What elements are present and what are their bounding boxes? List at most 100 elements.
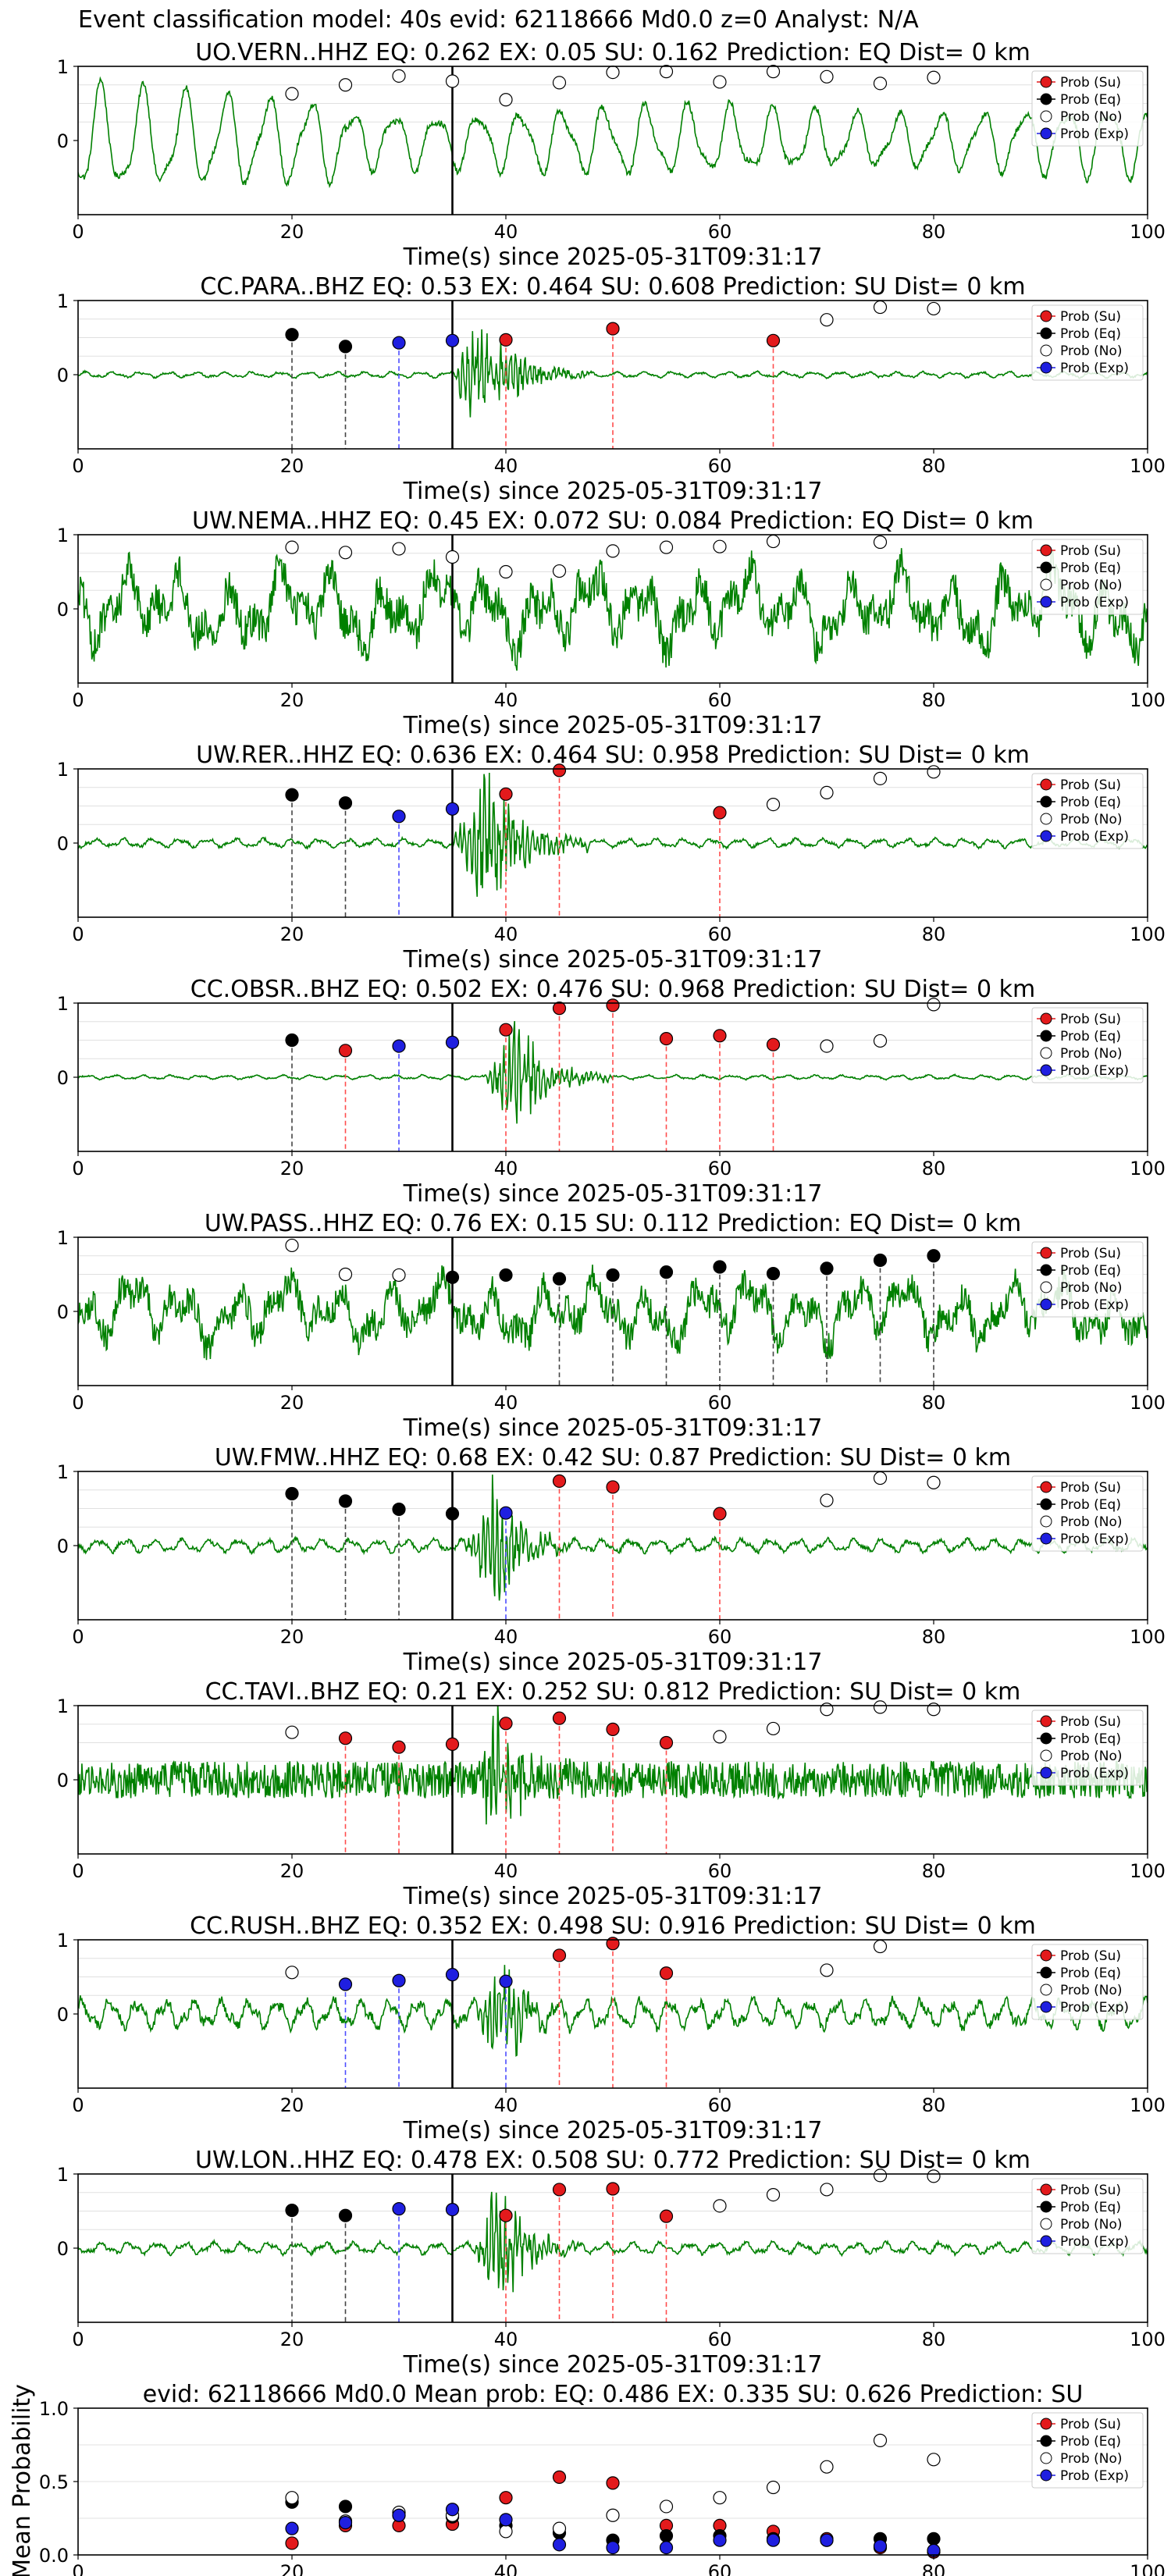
x-tick-label: 100 bbox=[1130, 1392, 1166, 1414]
legend-label-exp: Prob (Exp) bbox=[1060, 1063, 1129, 1079]
x-tick-label: 0 bbox=[72, 689, 84, 711]
x-tick-label: 60 bbox=[708, 1626, 732, 1648]
prob-point-no bbox=[873, 535, 888, 550]
legend-1: Prob (Su)Prob (Eq)Prob (No) Prob (Exp) bbox=[1031, 304, 1144, 381]
prob-point-su bbox=[606, 1722, 620, 1736]
prob-point-su bbox=[606, 2182, 620, 2196]
prob-point-no bbox=[285, 87, 299, 101]
legend-box bbox=[1031, 1007, 1144, 1083]
legend-label-su: Prob (Su) bbox=[1060, 1480, 1121, 1496]
legend-marker-su bbox=[1040, 2183, 1052, 2196]
waveform-trace bbox=[78, 76, 1148, 189]
prob-point-no bbox=[927, 1475, 941, 1489]
y-tick-label: 1 bbox=[57, 1930, 69, 1952]
x-axis-label: Time(s) since 2025-05-31T09:31:17 bbox=[403, 244, 823, 271]
legend-label-exp: Prob (Exp) bbox=[1060, 2000, 1129, 2016]
mean-point-exp bbox=[820, 2533, 834, 2547]
legend-label-no: Prob (No) bbox=[1060, 2451, 1123, 2467]
x-tick-label: 0 bbox=[72, 923, 84, 945]
x-tick-label: 100 bbox=[1130, 689, 1166, 711]
prob-point-exp bbox=[392, 1973, 406, 1987]
chart-title: UW.LON..HHZ EQ: 0.478 EX: 0.508 SU: 0.77… bbox=[195, 2147, 1030, 2174]
prob-point-no bbox=[659, 65, 674, 79]
x-tick-label: 60 bbox=[708, 2561, 732, 2576]
y-tick-label: 0 bbox=[57, 1770, 69, 1791]
legend-box bbox=[1031, 2412, 1144, 2489]
x-tick-label: 20 bbox=[280, 221, 304, 243]
prob-point-eq bbox=[499, 1268, 513, 1283]
x-tick-label: 80 bbox=[922, 2329, 946, 2350]
x-tick-label: 0 bbox=[72, 2329, 84, 2350]
x-tick-label: 20 bbox=[280, 455, 304, 477]
x-tick-label: 0 bbox=[72, 1626, 84, 1648]
mean-point-no bbox=[659, 2500, 674, 2514]
prob-point-eq bbox=[285, 1033, 299, 1048]
prob-point-no bbox=[766, 65, 781, 79]
x-tick-label: 80 bbox=[922, 1158, 946, 1179]
y-tick-label: 1 bbox=[57, 1227, 69, 1249]
legend-box bbox=[1031, 1710, 1144, 1786]
prob-point-no bbox=[873, 1034, 888, 1048]
prob-point-exp bbox=[338, 1977, 353, 1991]
prob-point-no bbox=[820, 1493, 834, 1507]
x-tick-label: 80 bbox=[922, 2561, 946, 2576]
legend-0: Prob (Su)Prob (Eq)Prob (No)Prob (Exp) bbox=[1031, 70, 1144, 147]
prob-point-exp bbox=[445, 1035, 460, 1049]
legend-box bbox=[1031, 1241, 1144, 1318]
prob-point-eq bbox=[338, 796, 353, 810]
x-tick-label: 100 bbox=[1130, 221, 1166, 243]
prob-point-su bbox=[766, 1037, 781, 1051]
legend-marker-exp bbox=[1040, 596, 1052, 608]
prob-point-no bbox=[713, 75, 727, 89]
legend-3: Prob (Su) Prob (Eq) Prob (No) Prob (Exp) bbox=[1031, 773, 1144, 849]
x-tick-label: 60 bbox=[708, 923, 732, 945]
x-tick-label: 0 bbox=[72, 2094, 84, 2116]
prob-point-su bbox=[606, 322, 620, 336]
legend-marker-su bbox=[1040, 778, 1052, 791]
legend-marker-no bbox=[1040, 1984, 1052, 1996]
prob-point-su bbox=[499, 787, 513, 801]
mean-point-eq bbox=[927, 2532, 941, 2546]
prob-point-eq bbox=[445, 1507, 460, 1521]
x-tick-label: 100 bbox=[1130, 1860, 1166, 1882]
chart-title: CC.TAVI..BHZ EQ: 0.21 EX: 0.252 SU: 0.81… bbox=[205, 1678, 1021, 1706]
x-tick-label: 40 bbox=[494, 1158, 518, 1179]
mean-point-exp bbox=[338, 2516, 353, 2530]
legend-marker-eq bbox=[1040, 1966, 1052, 1979]
legend-7: Prob (Su)Prob (Eq) Prob (No) Prob (Exp) bbox=[1031, 1710, 1144, 1786]
prob-point-su bbox=[499, 1717, 513, 1731]
prob-point-no bbox=[927, 1703, 941, 1717]
mean-point-eq bbox=[659, 2528, 674, 2543]
mean-point-no bbox=[713, 2491, 727, 2505]
legend-2: Prob (Su)Prob (Eq) Prob (No) Prob (Exp) bbox=[1031, 539, 1144, 615]
prob-point-no bbox=[445, 74, 460, 88]
legend-marker-exp bbox=[1040, 2235, 1052, 2247]
legend-label-eq: Prob (Eq) bbox=[1060, 1731, 1121, 1747]
legend-label-eq: Prob (Eq) bbox=[1060, 1497, 1121, 1513]
x-tick-label: 40 bbox=[494, 2329, 518, 2350]
legend-box bbox=[1031, 304, 1144, 381]
y-tick-label: 1 bbox=[57, 2164, 69, 2186]
x-tick-label: 20 bbox=[280, 2561, 304, 2576]
legend-label-su: Prob (Su) bbox=[1060, 75, 1121, 91]
chart-title: CC.OBSR..BHZ EQ: 0.502 EX: 0.476 SU: 0.9… bbox=[190, 976, 1035, 1003]
x-tick-label: 100 bbox=[1130, 923, 1166, 945]
x-tick-label: 20 bbox=[280, 2094, 304, 2116]
x-tick-label: 20 bbox=[280, 689, 304, 711]
prob-point-eq bbox=[338, 1494, 353, 1508]
prob-point-no bbox=[659, 540, 674, 554]
legend-marker-no bbox=[1040, 1515, 1052, 1528]
x-axis-label: Time(s) since 2025-05-31T09:31:17 bbox=[403, 2351, 823, 2379]
legend-marker-su bbox=[1040, 1247, 1052, 1259]
prob-point-su bbox=[552, 1002, 567, 1016]
legend-label-eq: Prob (Eq) bbox=[1060, 2200, 1121, 2215]
prob-point-su bbox=[659, 1031, 674, 1046]
legend-marker-su bbox=[1040, 2418, 1052, 2430]
legend-label-exp: Prob (Exp) bbox=[1060, 2234, 1129, 2250]
prob-point-su bbox=[499, 1023, 513, 1037]
prob-point-eq bbox=[445, 1270, 460, 1284]
legend-marker-eq bbox=[1040, 1030, 1052, 1042]
waveform-trace bbox=[78, 548, 1148, 671]
x-tick-label: 20 bbox=[280, 1860, 304, 1882]
prob-point-no bbox=[927, 301, 941, 316]
